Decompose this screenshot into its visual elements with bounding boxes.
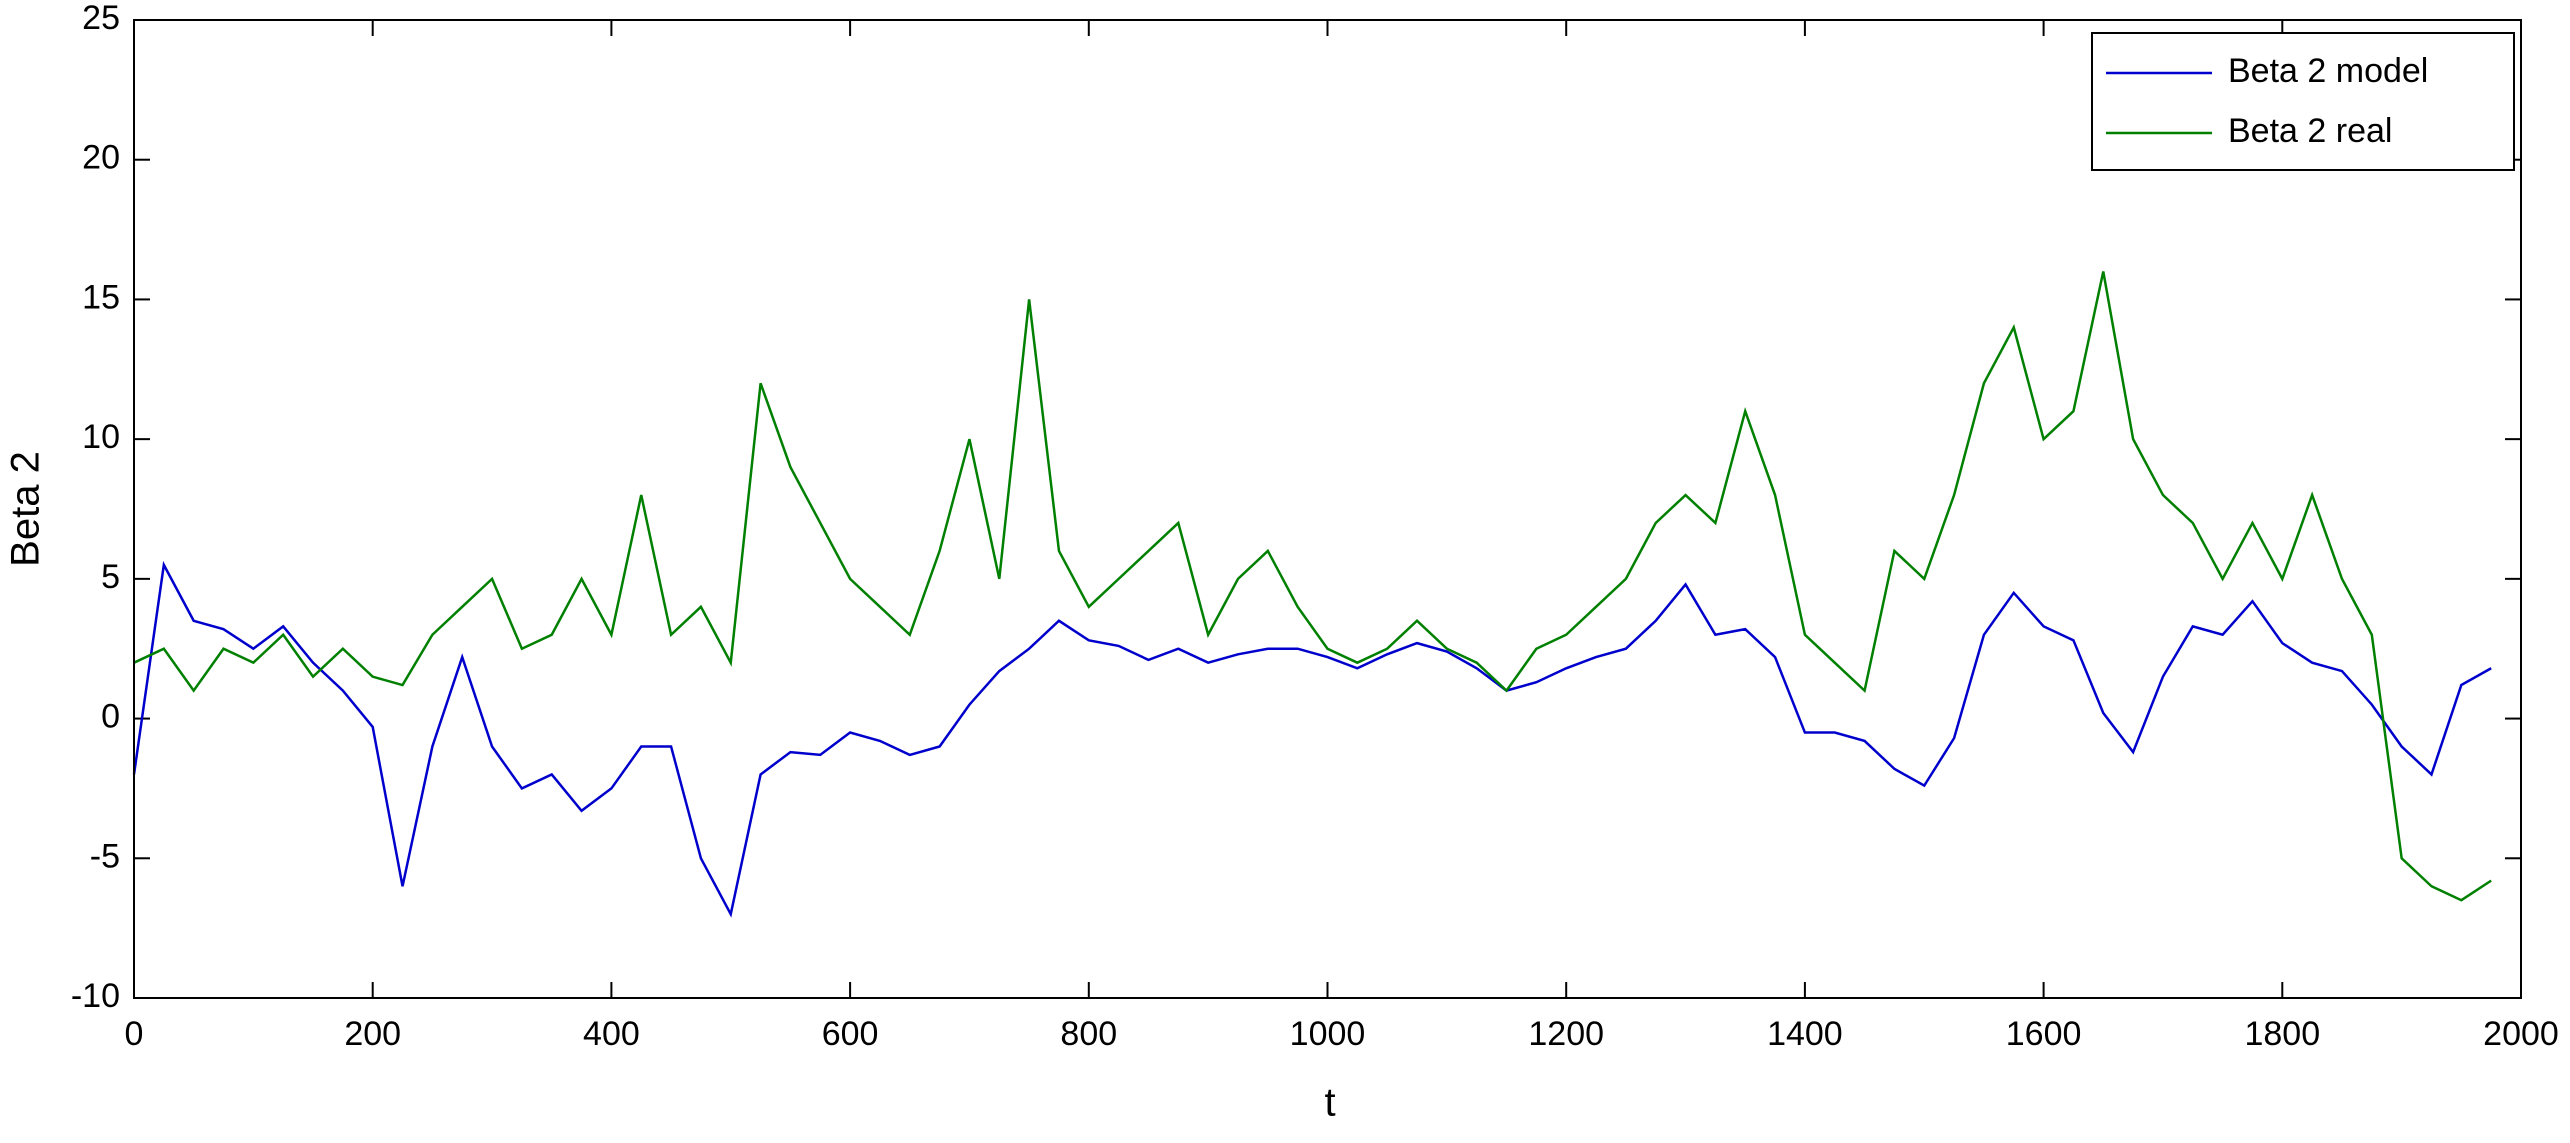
x-tick-label: 1400	[1767, 1015, 1843, 1053]
x-tick-label: 1800	[2244, 1015, 2320, 1053]
y-tick-label: 10	[82, 418, 120, 456]
x-tick-label: 1000	[1290, 1015, 1366, 1053]
y-tick-label: 25	[82, 0, 120, 37]
legend-label: Beta 2 real	[2228, 112, 2392, 150]
y-tick-label: -10	[71, 977, 120, 1015]
x-tick-label: 0	[125, 1015, 144, 1053]
x-tick-label: 1600	[2006, 1015, 2082, 1053]
x-tick-label: 400	[583, 1015, 640, 1053]
x-tick-label: 2000	[2483, 1015, 2559, 1053]
x-axis-label: t	[1324, 1081, 1335, 1125]
legend-label: Beta 2 model	[2228, 52, 2428, 90]
y-tick-label: 0	[101, 698, 120, 736]
plot-frame	[133, 19, 2522, 999]
x-tick-label: 200	[344, 1015, 401, 1053]
legend-box	[2091, 32, 2515, 171]
y-tick-label: 15	[82, 278, 120, 316]
y-tick-label: 20	[82, 139, 120, 177]
y-tick-label: -5	[90, 837, 120, 875]
x-tick-label: 800	[1060, 1015, 1117, 1053]
y-axis-label: Beta 2	[4, 451, 48, 567]
x-tick-label: 1200	[1528, 1015, 1604, 1053]
data-line	[133, 271, 2492, 902]
data-line	[132, 560, 2492, 918]
y-tick-label: 5	[101, 558, 120, 596]
x-tick-label: 600	[822, 1015, 879, 1053]
